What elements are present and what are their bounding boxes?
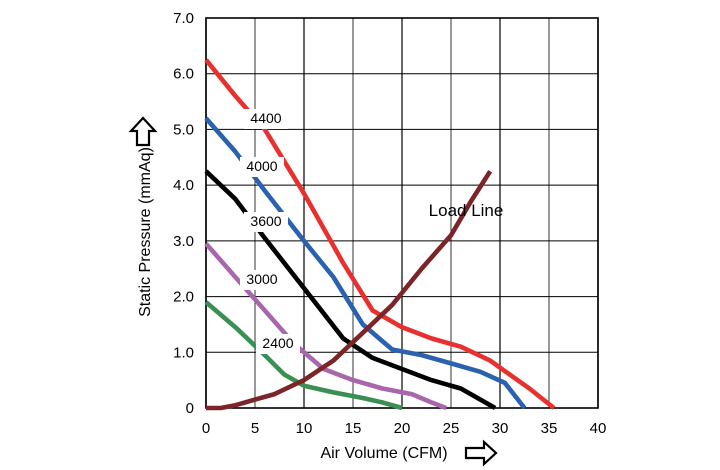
x-tick-label: 0: [202, 420, 210, 437]
rpm-label-4400: 4400: [250, 110, 281, 126]
x-tick-label: 35: [541, 420, 558, 437]
rpm-label-4000: 4000: [246, 158, 277, 174]
y-tick-label: 5.0: [173, 121, 194, 138]
rpm-label-2400: 2400: [262, 335, 293, 351]
x-tick-label: 15: [345, 420, 362, 437]
tick-labels: 0 5 10 15 20 25 30 35 40 0 1.0 2.0 3.0 4.0 5.0 6.0 7.0: [173, 10, 606, 437]
series-line-3000: [204, 242, 447, 411]
curve-labels: 4400 4000 3600 3000 2400 Load Line: [240, 109, 503, 354]
up-arrow-icon: [128, 116, 158, 147]
y-tick-label: 7.0: [173, 10, 194, 27]
curve-label-bg: [240, 270, 284, 290]
y-tick-label: 1.0: [173, 344, 194, 361]
rpm-label-3000: 3000: [246, 271, 277, 287]
load-line-label: Load Line: [429, 201, 504, 220]
y-tick-label: 4.0: [173, 177, 194, 194]
right-arrow-icon: [464, 439, 498, 467]
x-tick-label: 30: [492, 420, 509, 437]
rpm-label-3600: 3600: [250, 213, 281, 229]
x-tick-label: 25: [443, 420, 460, 437]
y-tick-label: 2.0: [173, 289, 194, 306]
y-tick-label: 6.0: [173, 66, 194, 83]
y-tick-label: 3.0: [173, 233, 194, 250]
curve-label-bg: [240, 157, 284, 177]
x-tick-label: 40: [590, 420, 607, 437]
series-line-load-line: [206, 169, 493, 411]
y-tick-label: 0: [186, 400, 194, 417]
x-axis-title: Air Volume (CFM): [320, 445, 447, 462]
x-tick-label: 20: [394, 420, 411, 437]
series-line-4000: [204, 116, 527, 410]
series-line-4400: [204, 58, 556, 410]
y-axis-title: Static Pressure (mmAq): [137, 147, 154, 317]
series-line-2400: [204, 300, 403, 411]
curve-label-bg: [256, 334, 300, 354]
curve-label-bg: [244, 212, 288, 232]
x-tick-label: 10: [296, 420, 313, 437]
x-tick-label: 5: [251, 420, 259, 437]
curve-label-bg: [244, 109, 288, 129]
series-lines: [204, 58, 556, 411]
